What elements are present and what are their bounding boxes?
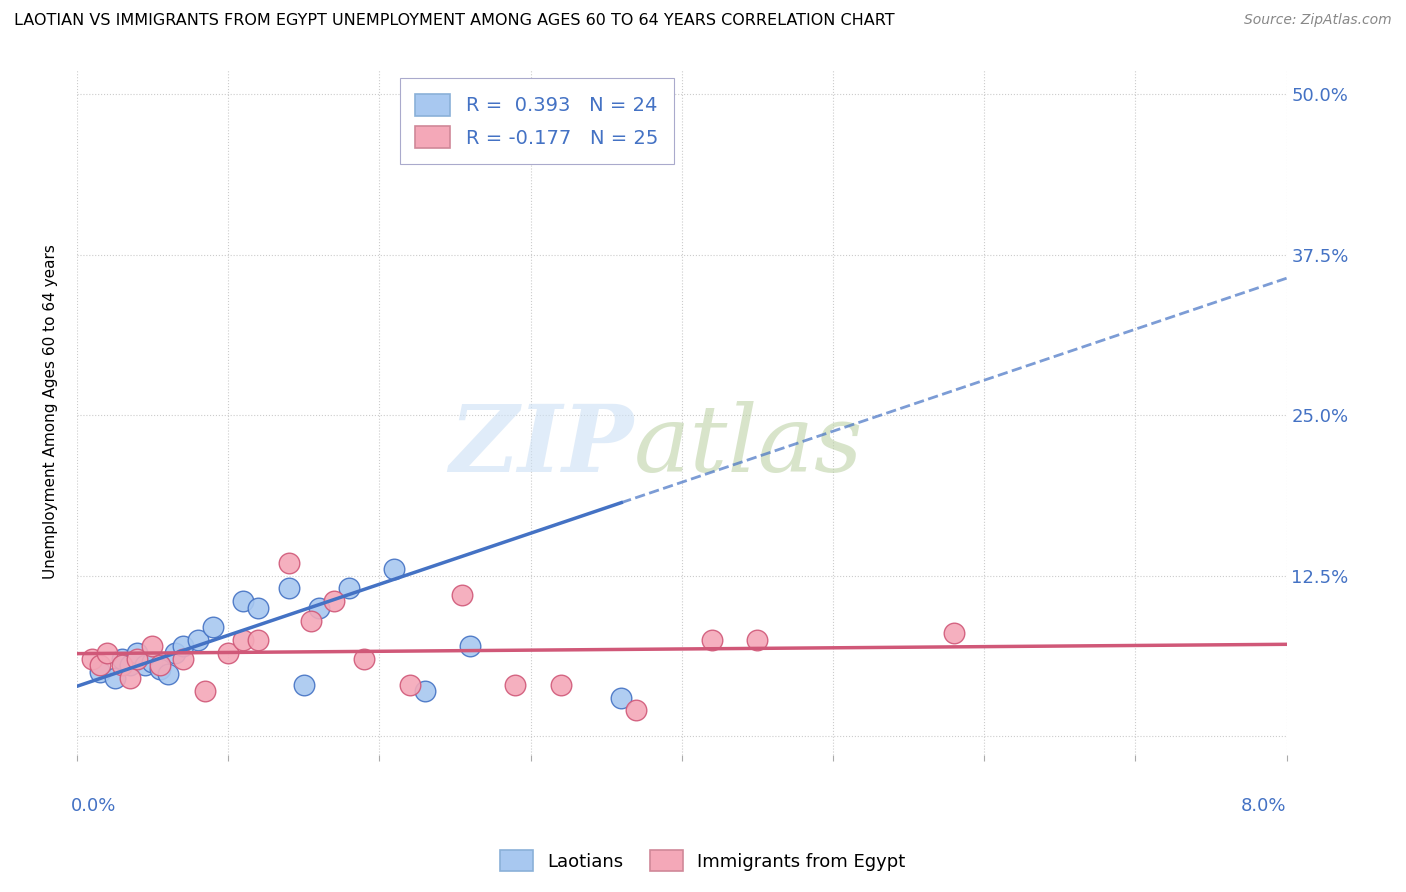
Point (292, 678, 315, 692)
Legend: Laotians, Immigrants from Egypt: Laotians, Immigrants from Egypt (494, 843, 912, 879)
Point (700, 632, 723, 647)
Point (337, 582, 360, 596)
Point (550, 678, 572, 692)
Point (232, 632, 254, 647)
Point (127, 652, 149, 666)
Point (96, 646, 118, 660)
Point (277, 582, 299, 596)
Text: 0.0%: 0.0% (70, 797, 117, 814)
Point (308, 600, 330, 615)
Point (626, 703, 648, 717)
Point (194, 684, 217, 698)
Point (134, 658, 156, 673)
Text: ZIP: ZIP (449, 401, 633, 491)
Point (187, 632, 209, 647)
Point (111, 652, 134, 666)
Point (156, 667, 179, 681)
Point (232, 594, 254, 608)
Point (172, 639, 194, 653)
Point (942, 626, 965, 640)
Point (610, 690, 633, 705)
Point (104, 671, 127, 685)
Point (118, 658, 141, 673)
Point (247, 600, 270, 615)
Legend: R =  0.393   N = 24, R = -0.177   N = 25: R = 0.393 N = 24, R = -0.177 N = 25 (399, 78, 673, 164)
Point (149, 658, 172, 673)
Point (201, 620, 224, 634)
Point (172, 652, 194, 666)
Point (747, 632, 769, 647)
Point (277, 556, 299, 570)
Point (550, 138, 572, 153)
Point (323, 594, 346, 608)
Point (398, 678, 420, 692)
Point (149, 662, 172, 676)
Point (247, 632, 270, 647)
Point (505, 678, 527, 692)
Point (217, 646, 239, 660)
Text: Source: ZipAtlas.com: Source: ZipAtlas.com (1244, 13, 1392, 28)
Point (80, 652, 103, 666)
Point (299, 614, 322, 628)
Point (141, 639, 163, 653)
Point (118, 671, 141, 685)
Point (165, 646, 187, 660)
Point (458, 639, 481, 653)
Point (89, 658, 111, 673)
Point (353, 652, 375, 666)
Text: atlas: atlas (633, 401, 863, 491)
Text: LAOTIAN VS IMMIGRANTS FROM EGYPT UNEMPLOYMENT AMONG AGES 60 TO 64 YEARS CORRELAT: LAOTIAN VS IMMIGRANTS FROM EGYPT UNEMPLO… (14, 13, 894, 29)
Point (384, 562, 406, 576)
Point (141, 655, 163, 669)
Text: 8.0%: 8.0% (1241, 797, 1286, 814)
Point (127, 646, 149, 660)
Point (413, 684, 436, 698)
Point (111, 658, 134, 673)
Point (451, 588, 474, 602)
Point (89, 665, 111, 679)
Y-axis label: Unemployment Among Ages 60 to 64 years: Unemployment Among Ages 60 to 64 years (44, 244, 58, 580)
